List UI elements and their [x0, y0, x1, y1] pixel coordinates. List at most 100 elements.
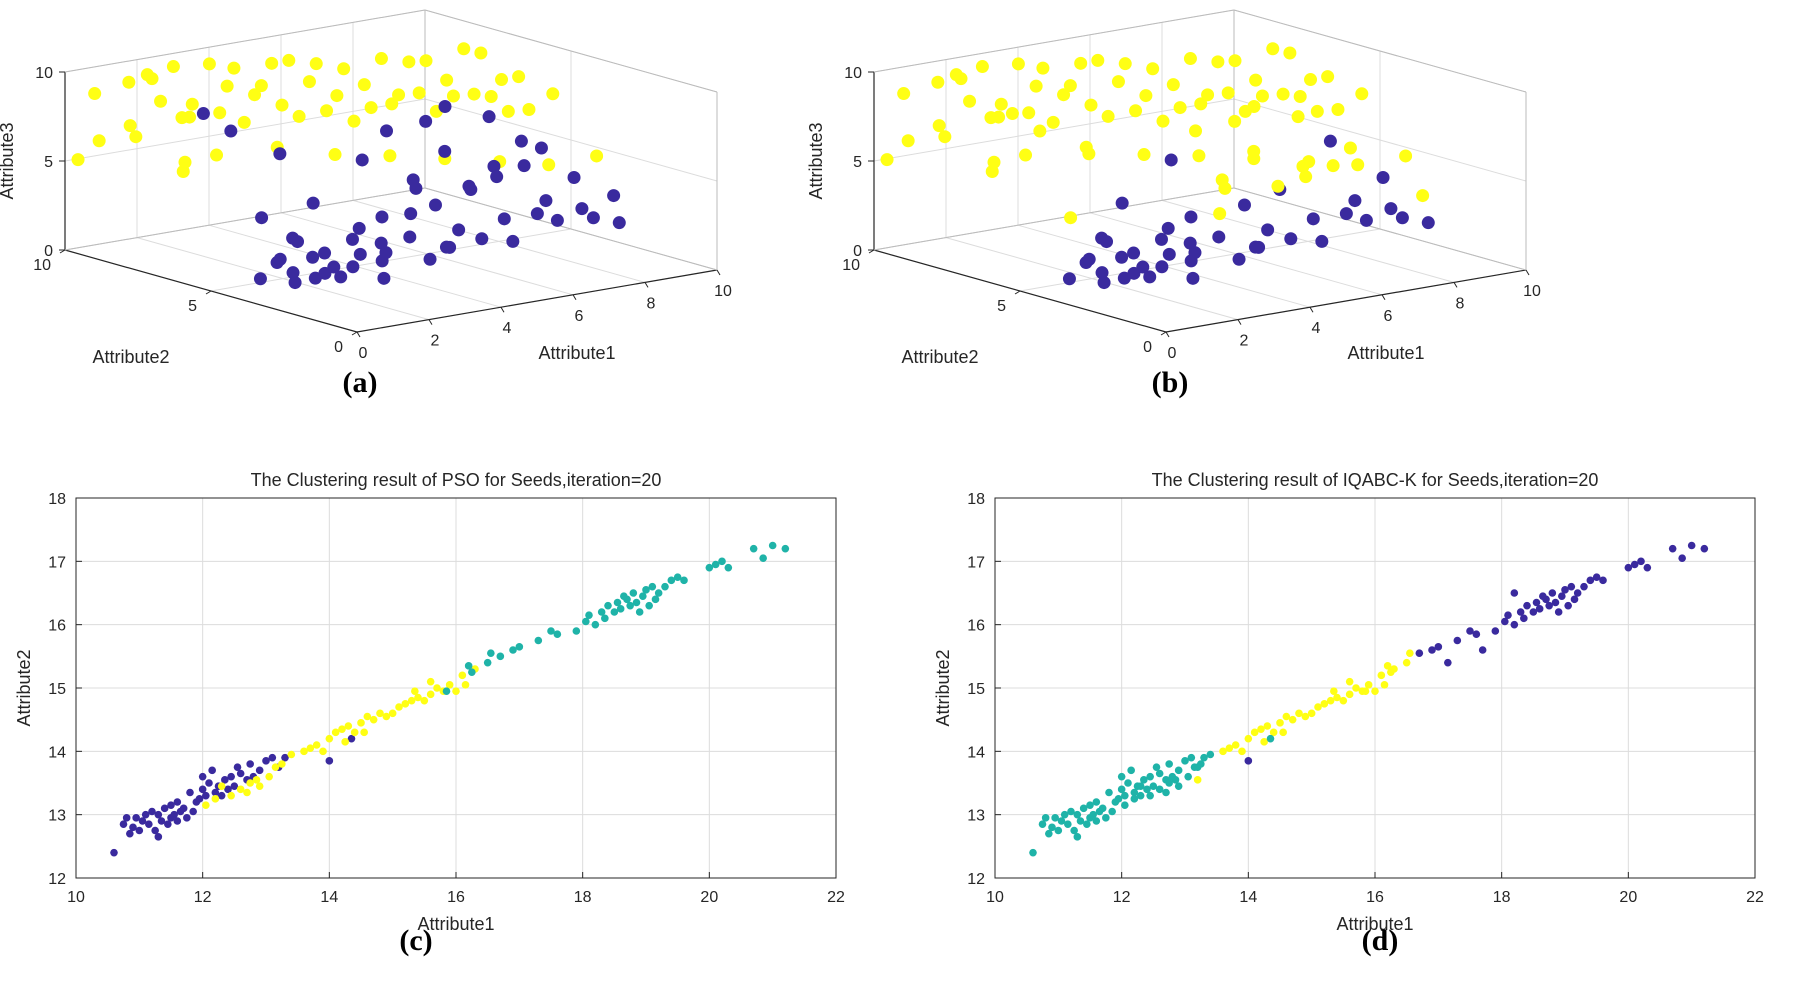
data-point-series-1 — [1183, 236, 1197, 250]
data-point-series-2 — [419, 54, 433, 68]
data-point-series-1 — [268, 753, 277, 762]
data-point-series-1 — [1359, 213, 1373, 227]
data-point-series-2 — [369, 715, 378, 724]
data-point-series-2 — [1339, 696, 1348, 705]
data-point-series-1 — [406, 173, 420, 187]
data-point-series-3 — [1124, 779, 1132, 787]
data-point-series-3 — [1070, 826, 1078, 835]
data-point-series-2 — [1399, 149, 1413, 163]
data-point-series-2 — [1211, 55, 1225, 69]
data-point-series-2 — [337, 62, 351, 76]
data-point-series-2 — [1255, 89, 1269, 103]
data-point-series-3 — [1051, 814, 1059, 822]
data-point-series-2 — [302, 75, 316, 89]
x-tick-label: 22 — [1746, 889, 1764, 906]
data-point-series-3 — [648, 582, 657, 591]
data-point-series-1 — [355, 153, 369, 167]
data-point-series-2 — [376, 709, 384, 718]
data-point-series-2 — [236, 785, 245, 794]
data-point-series-2 — [1139, 89, 1153, 103]
data-point-series-2 — [542, 158, 556, 172]
data-point-series-3 — [601, 614, 609, 623]
data-point-series-1 — [1539, 592, 1547, 600]
data-point-series-2 — [994, 97, 1008, 111]
data-point-series-2 — [495, 73, 509, 87]
y-tick-label: 17 — [48, 554, 66, 571]
data-point-series-2 — [954, 72, 968, 86]
data-point-series-3 — [1146, 791, 1154, 800]
data-point-series-1 — [286, 266, 300, 280]
data-point-series-3 — [1029, 848, 1037, 857]
data-point-series-2 — [213, 106, 227, 120]
data-point-series-3 — [620, 592, 628, 600]
data-point-series-2 — [512, 70, 526, 84]
data-point-series-1 — [208, 766, 216, 775]
data-point-series-3 — [509, 646, 517, 654]
data-point-series-1 — [325, 757, 334, 765]
data-point-series-1 — [157, 817, 166, 825]
data-point-series-1 — [517, 159, 531, 173]
data-point-series-3 — [1206, 750, 1215, 759]
data-point-series-2 — [426, 690, 435, 699]
data-point-series-2 — [1291, 110, 1305, 124]
data-point-series-2 — [1301, 712, 1310, 721]
data-point-series-2 — [71, 153, 85, 167]
data-point-series-2 — [1355, 87, 1369, 101]
data-point-series-2 — [210, 148, 224, 162]
data-point-series-2 — [1307, 709, 1316, 718]
x-tick-mark — [428, 319, 433, 325]
data-point-series-2 — [385, 97, 399, 111]
data-point-series-1 — [1453, 636, 1462, 645]
data-point-series-1 — [506, 234, 520, 248]
data-point-series-2 — [1063, 79, 1077, 93]
data-point-series-2 — [1345, 690, 1354, 699]
data-point-series-2 — [1064, 211, 1078, 225]
x-tick-mark — [500, 306, 505, 313]
data-point-series-3 — [1136, 791, 1145, 800]
data-point-series-2 — [92, 134, 106, 148]
data-point-series-1 — [567, 170, 581, 184]
data-point-series-2 — [1331, 103, 1345, 116]
data-point-series-1 — [1428, 646, 1436, 654]
data-point-series-2 — [350, 728, 359, 737]
x-tick-label: 8 — [647, 295, 656, 312]
x-axis-label: Attribute1 — [1347, 343, 1424, 363]
x-tick-label: 14 — [320, 889, 338, 906]
data-point-series-2 — [254, 79, 268, 93]
data-point-series-1 — [1551, 598, 1560, 607]
data-point-series-2 — [265, 56, 279, 70]
data-point-series-3 — [1184, 772, 1192, 781]
x-tick-label: 2 — [431, 333, 440, 350]
x-tick-mark — [1309, 306, 1314, 313]
data-point-series-2 — [1250, 728, 1259, 737]
data-point-series-1 — [1466, 627, 1474, 635]
y-tick-label: 10 — [842, 257, 860, 274]
data-point-series-2 — [1189, 124, 1203, 138]
data-point-series-2 — [246, 779, 254, 787]
data-point-series-1 — [1155, 260, 1169, 274]
data-point-series-1 — [1573, 589, 1582, 597]
data-point-series-1 — [1535, 605, 1544, 613]
data-point-series-1 — [224, 785, 232, 794]
data-point-series-1 — [1643, 563, 1652, 572]
data-point-series-2 — [1249, 73, 1263, 87]
z-tick-label: 5 — [44, 154, 53, 171]
data-point-series-2 — [1282, 712, 1291, 721]
x-tick-label: 4 — [503, 320, 512, 337]
data-point-series-3 — [749, 544, 758, 553]
data-point-series-3 — [1197, 760, 1205, 768]
data-point-series-1 — [306, 196, 320, 210]
x-tick-mark — [716, 269, 721, 276]
data-point-series-1 — [308, 271, 322, 285]
data-point-series-2 — [474, 46, 488, 60]
data-point-series-1 — [205, 779, 213, 787]
data-point-series-1 — [173, 798, 182, 806]
x-tick-mark — [1381, 294, 1386, 301]
data-point-series-3 — [1152, 763, 1161, 771]
data-point-series-1 — [1532, 598, 1541, 607]
data-point-series-2 — [1345, 677, 1354, 686]
data-point-series-3 — [1174, 766, 1183, 775]
data-point-series-2 — [1029, 79, 1043, 93]
data-point-series-2 — [178, 155, 192, 169]
data-point-series-1 — [122, 814, 131, 822]
